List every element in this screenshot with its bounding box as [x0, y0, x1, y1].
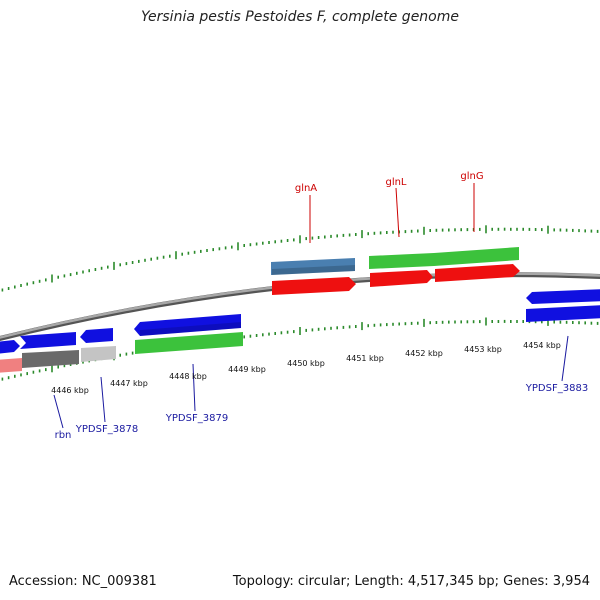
gene-feature[interactable]: [434, 247, 519, 266]
gene-label-YPDSF_3879[interactable]: YPDSF_3879: [165, 413, 228, 424]
YPDSF_3883-callout-line: [561, 335, 569, 382]
kbp-label: 4454 kbp: [523, 341, 561, 350]
glnL-callout-line: [395, 187, 400, 238]
gene-glnL[interactable]: [370, 270, 433, 287]
gene-feature[interactable]: [0, 340, 20, 354]
gene-label-YPDSF_3878[interactable]: YPDSF_3878: [75, 424, 138, 435]
gene-label-YPDSF_3883[interactable]: YPDSF_3883: [525, 383, 588, 394]
map-title: Yersinia pestis Pestoides F, complete ge…: [141, 9, 459, 25]
YPDSF_3879-callout-line: [192, 363, 196, 412]
gene-label-glnG[interactable]: glnG: [460, 171, 483, 182]
gene-feature[interactable]: [134, 314, 241, 336]
kbp-label: 4449 kbp: [228, 365, 266, 374]
kbp-label: 4447 kbp: [110, 379, 148, 388]
gene-label-glnL[interactable]: glnL: [385, 177, 406, 188]
kbp-label: 4453 kbp: [464, 345, 502, 354]
kbp-label: 4450 kbp: [287, 359, 325, 368]
gene-label-rbn[interactable]: rbn: [55, 430, 72, 441]
gene-shade: [140, 322, 241, 336]
kbp-label: 4451 kbp: [346, 354, 384, 363]
accession-text: Accession: NC_009381: [9, 574, 157, 589]
gene-glnG[interactable]: [435, 264, 520, 282]
gene-feature[interactable]: [369, 253, 434, 269]
upper-tick-track: [1, 225, 599, 292]
gene-label-glnA[interactable]: glnA: [295, 183, 317, 194]
gene-feature[interactable]: [22, 350, 79, 368]
gene-glnA-outer[interactable]: [271, 258, 355, 275]
gene-feature[interactable]: [81, 346, 116, 362]
kbp-label: 4446 kbp: [51, 386, 89, 395]
gene-shade: [272, 265, 355, 275]
gene-feature[interactable]: [80, 328, 113, 343]
kbp-label: 4448 kbp: [169, 372, 207, 381]
gene-feature[interactable]: [0, 358, 22, 373]
YPDSF_3878-callout-line: [100, 376, 106, 423]
rbn-callout-line: [53, 394, 64, 429]
gene-YPDSF-3883[interactable]: [526, 305, 600, 322]
gene-glnA[interactable]: [272, 277, 356, 295]
gene-feature[interactable]: [526, 289, 600, 304]
kbp-label: 4452 kbp: [405, 349, 443, 358]
gene-feature[interactable]: [135, 332, 243, 354]
genome-summary-text: Topology: circular; Length: 4,517,345 bp…: [232, 574, 590, 589]
gene-feature[interactable]: [20, 332, 76, 349]
